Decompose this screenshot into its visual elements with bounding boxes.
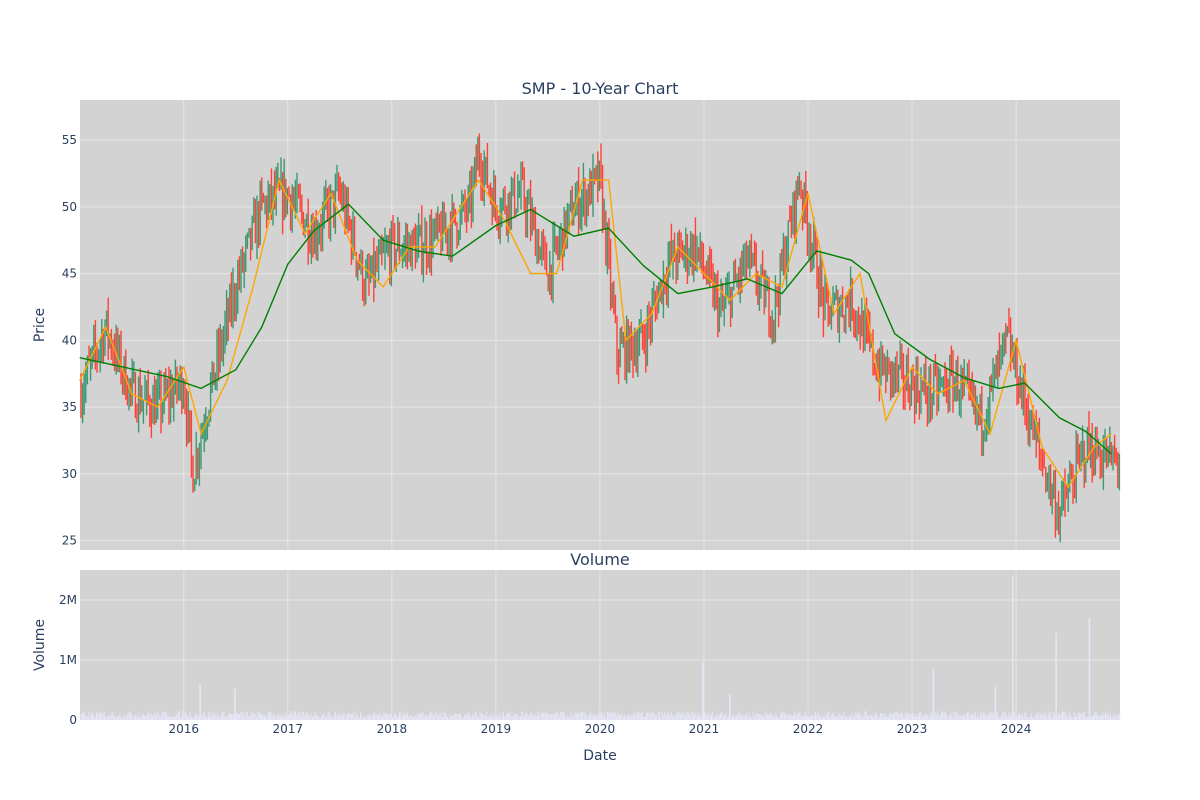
x-tick-label: 2023 — [897, 722, 928, 736]
x-tick-label: 2018 — [377, 722, 408, 736]
x-axis-title: Date — [583, 748, 616, 764]
price-y-tick-label: 30 — [62, 467, 77, 481]
x-tick-label: 2022 — [793, 722, 824, 736]
x-tick-label: 2020 — [585, 722, 616, 736]
price-y-tick-label: 25 — [62, 534, 77, 548]
x-tick-label: 2017 — [273, 722, 304, 736]
volume-y-tick-label: 1M — [59, 653, 77, 667]
x-tick-label: 2021 — [689, 722, 720, 736]
x-tick-label: 2019 — [481, 722, 512, 736]
price-y-tick-label: 40 — [62, 333, 77, 347]
moving-average-short-line — [79, 178, 1112, 489]
x-tick-label: 2016 — [168, 722, 199, 736]
candlestick-series — [80, 133, 1121, 543]
price-axis-title: Price — [32, 308, 48, 342]
volume-series — [80, 576, 1121, 720]
chart-title: SMP - 10-Year Chart — [522, 79, 679, 98]
price-y-tick-label: 35 — [62, 400, 77, 414]
plot-layer: 2016 2017 2018 2019 2020 2021 2022 2023 2024 25 30… — [59, 100, 1121, 736]
volume-y-tick-label: 2M — [59, 593, 77, 607]
volume-axis-title: Volume — [32, 619, 48, 671]
price-y-tick-label: 55 — [62, 133, 77, 147]
moving-average-long-line — [79, 203, 1112, 455]
x-tick-label: 2024 — [1001, 722, 1032, 736]
volume-subplot-title: Volume — [570, 550, 630, 569]
price-y-tick-label: 45 — [62, 267, 77, 281]
price-y-tick-label: 50 — [62, 200, 77, 214]
volume-y-tick-label: 0 — [69, 713, 77, 727]
